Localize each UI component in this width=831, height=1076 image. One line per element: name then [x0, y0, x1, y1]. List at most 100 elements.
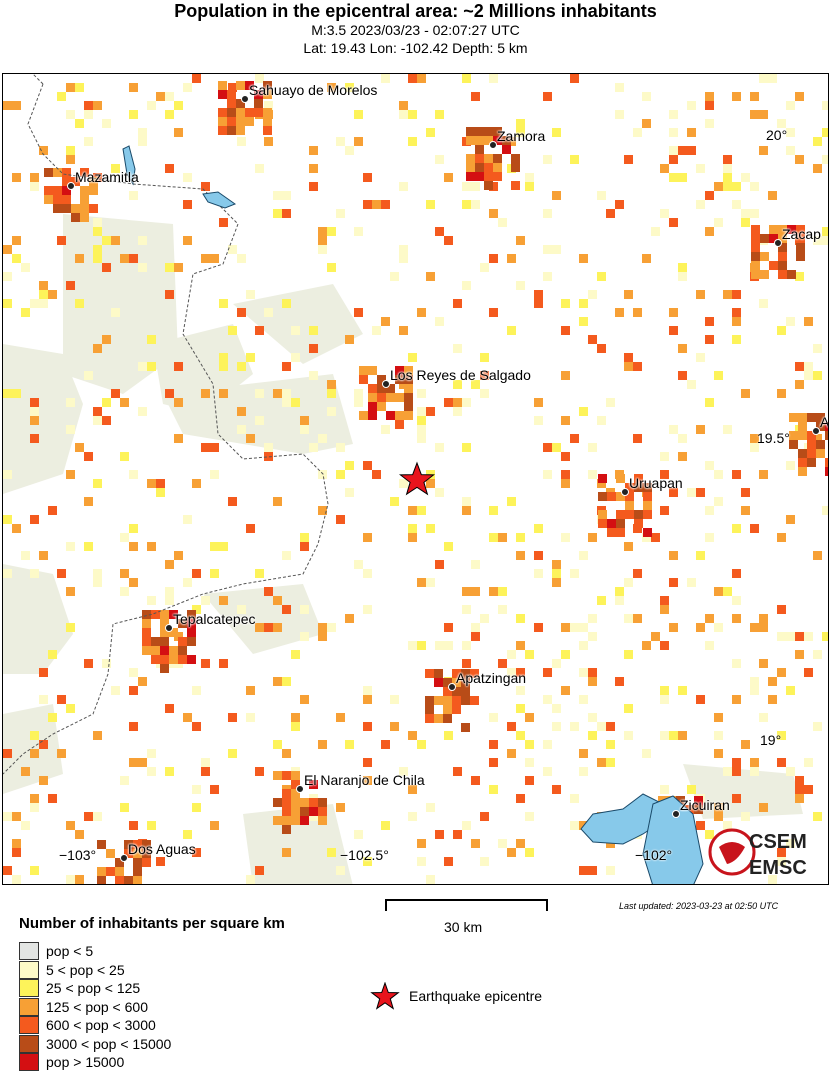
population-cell	[426, 875, 435, 884]
population-cell	[516, 119, 525, 128]
population-cell	[768, 191, 777, 200]
population-cell	[642, 254, 651, 263]
population-cell	[129, 722, 138, 731]
population-cell	[187, 637, 196, 646]
population-cell	[354, 110, 363, 119]
population-cell	[129, 110, 138, 119]
population-cell	[579, 551, 588, 560]
population-cell	[471, 587, 480, 596]
population-cell	[475, 163, 484, 172]
population-cell	[53, 204, 62, 213]
population-cell	[156, 92, 165, 101]
population-cell	[66, 587, 75, 596]
population-cell	[111, 389, 120, 398]
population-cell	[237, 137, 246, 146]
population-cell	[678, 146, 687, 155]
population-cell	[625, 483, 634, 492]
population-cell	[570, 623, 579, 632]
population-cell	[66, 83, 75, 92]
population-cell	[147, 767, 156, 776]
population-cell	[246, 524, 255, 533]
population-cell	[598, 474, 607, 483]
population-cell	[282, 191, 291, 200]
population-cell	[359, 375, 368, 384]
population-cell	[336, 470, 345, 479]
population-cell	[273, 623, 282, 632]
population-cell	[570, 155, 579, 164]
population-cell	[552, 191, 561, 200]
population-cell	[386, 411, 395, 420]
population-cell	[273, 497, 282, 506]
population-cell	[462, 443, 471, 452]
population-cell	[3, 812, 12, 821]
population-cell	[120, 587, 129, 596]
population-cell	[129, 191, 138, 200]
population-cell	[21, 308, 30, 317]
population-cell	[84, 452, 93, 461]
population-cell	[804, 317, 813, 326]
population-cell	[263, 81, 272, 90]
population-cell	[300, 632, 309, 641]
population-cell	[255, 164, 264, 173]
population-cell	[300, 425, 309, 434]
population-cell	[751, 270, 760, 279]
population-cell	[309, 371, 318, 380]
population-cell	[470, 696, 479, 705]
population-cell	[255, 569, 264, 578]
population-cell	[12, 389, 21, 398]
population-cell	[804, 362, 813, 371]
population-cell	[489, 740, 498, 749]
population-cell	[245, 81, 254, 90]
population-cell	[93, 407, 102, 416]
population-cell	[597, 191, 606, 200]
population-cell	[507, 650, 516, 659]
population-cell	[408, 524, 417, 533]
population-cell	[750, 677, 759, 686]
population-cell	[813, 236, 822, 245]
population-cell	[624, 614, 633, 623]
population-cell	[435, 155, 444, 164]
population-cell	[804, 785, 813, 794]
population-cell	[174, 551, 183, 560]
population-cell	[282, 551, 291, 560]
population-cell	[759, 803, 768, 812]
population-cell	[489, 533, 498, 542]
population-cell	[417, 506, 426, 515]
population-cell	[615, 200, 624, 209]
population-cell	[516, 668, 525, 677]
population-cell	[39, 740, 48, 749]
population-cell	[489, 587, 498, 596]
population-cell	[669, 308, 678, 317]
population-cell	[93, 218, 102, 227]
population-cell	[160, 619, 169, 628]
city-marker	[489, 141, 497, 149]
population-cell	[452, 687, 461, 696]
population-cell	[363, 200, 372, 209]
city-marker	[774, 239, 782, 247]
population-cell	[151, 646, 160, 655]
population-cell	[102, 263, 111, 272]
population-cell	[12, 839, 21, 848]
population-cell	[462, 398, 471, 407]
population-cell	[255, 416, 264, 425]
population-cell	[543, 443, 552, 452]
legend-swatch	[19, 1034, 39, 1053]
legend-swatch	[19, 1016, 39, 1034]
population-cell	[327, 263, 336, 272]
population-cell	[660, 209, 669, 218]
legend-swatch	[19, 979, 39, 997]
population-cell	[426, 200, 435, 209]
population-cell	[84, 659, 93, 668]
population-cell	[525, 713, 534, 722]
population-cell	[273, 209, 282, 218]
population-cell	[254, 99, 263, 108]
population-cell	[480, 614, 489, 623]
population-cell	[210, 785, 219, 794]
population-cell	[705, 335, 714, 344]
city-marker	[296, 785, 304, 793]
population-cell	[705, 92, 714, 101]
population-cell	[471, 839, 480, 848]
population-cell	[120, 569, 129, 578]
population-cell	[408, 812, 417, 821]
population-cell	[282, 825, 291, 834]
